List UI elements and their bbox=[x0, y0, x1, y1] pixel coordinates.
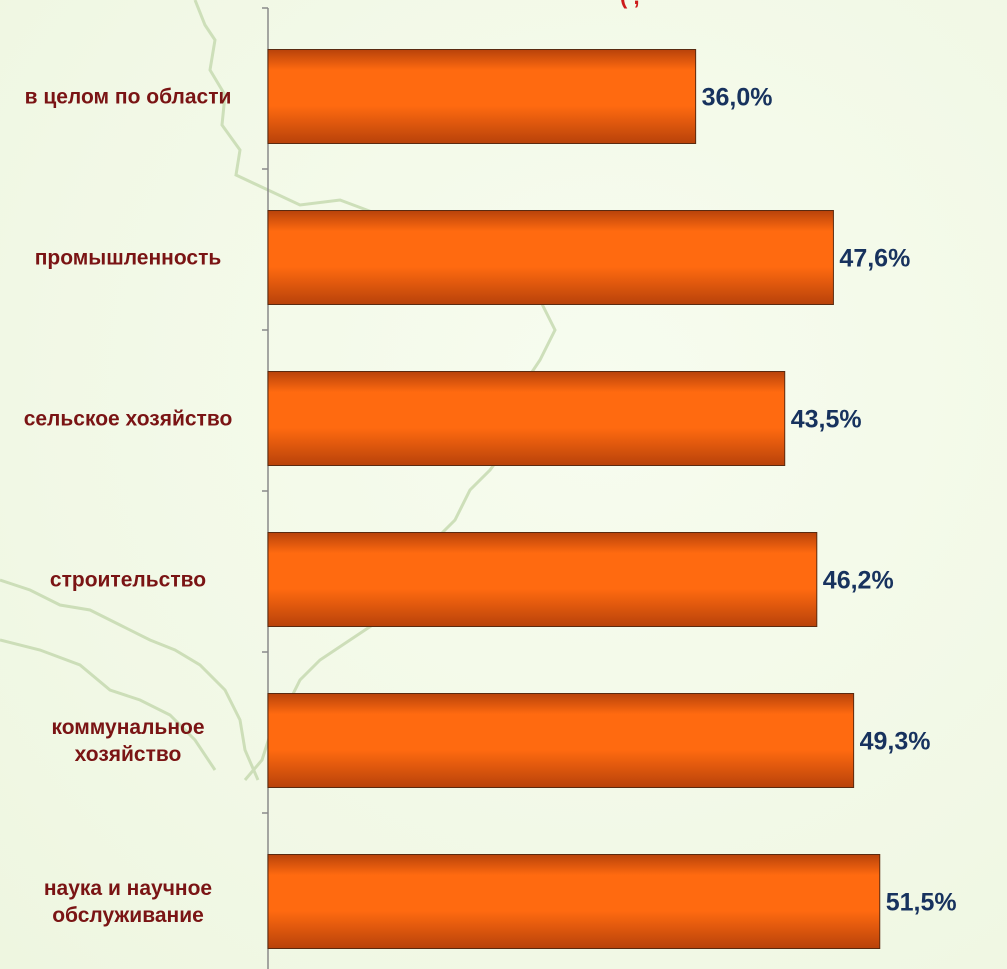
category-label: в целом по области bbox=[25, 86, 232, 109]
category-label-line: обслуживание bbox=[52, 904, 204, 927]
bar-series bbox=[267, 49, 881, 949]
bar bbox=[267, 49, 697, 144]
bar bbox=[267, 532, 818, 627]
bar bbox=[267, 693, 855, 788]
title-fragment: ( , bbox=[620, 0, 640, 9]
category-labels: в целом по области промышленность сельское… bbox=[24, 86, 233, 928]
value-label: 43,5% bbox=[791, 406, 862, 434]
value-label: 49,3% bbox=[860, 728, 931, 756]
category-label: наука и научное обслуживание bbox=[44, 877, 212, 927]
value-labels: 36,0% 47,6% 43,5% 46,2% 49,3% 51,5% bbox=[702, 84, 957, 917]
map-border-line bbox=[0, 578, 260, 781]
bar bbox=[267, 210, 834, 305]
value-label: 51,5% bbox=[886, 889, 957, 917]
category-label-line: промышленность bbox=[35, 247, 222, 270]
bar bbox=[267, 371, 786, 466]
category-label: промышленность bbox=[35, 247, 222, 270]
category-label: сельское хозяйство bbox=[24, 408, 233, 431]
category-label: строительство bbox=[50, 569, 206, 592]
y-axis-ticks bbox=[262, 7, 268, 814]
category-label-line: наука и научное bbox=[44, 877, 212, 900]
category-label-line: в целом по области bbox=[25, 86, 232, 109]
category-label-line: коммунальное bbox=[51, 716, 204, 739]
value-label: 36,0% bbox=[702, 84, 773, 112]
category-label-line: хозяйство bbox=[75, 743, 182, 766]
bar bbox=[267, 854, 881, 949]
category-label-line: строительство bbox=[50, 569, 206, 592]
category-label: коммунальное хозяйство bbox=[51, 716, 204, 766]
map-border-line bbox=[193, 0, 557, 781]
value-label: 46,2% bbox=[823, 567, 894, 595]
background-map bbox=[0, 0, 557, 781]
category-label-line: сельское хозяйство bbox=[24, 408, 233, 431]
value-label: 47,6% bbox=[839, 245, 910, 273]
map-border-line bbox=[0, 638, 217, 771]
